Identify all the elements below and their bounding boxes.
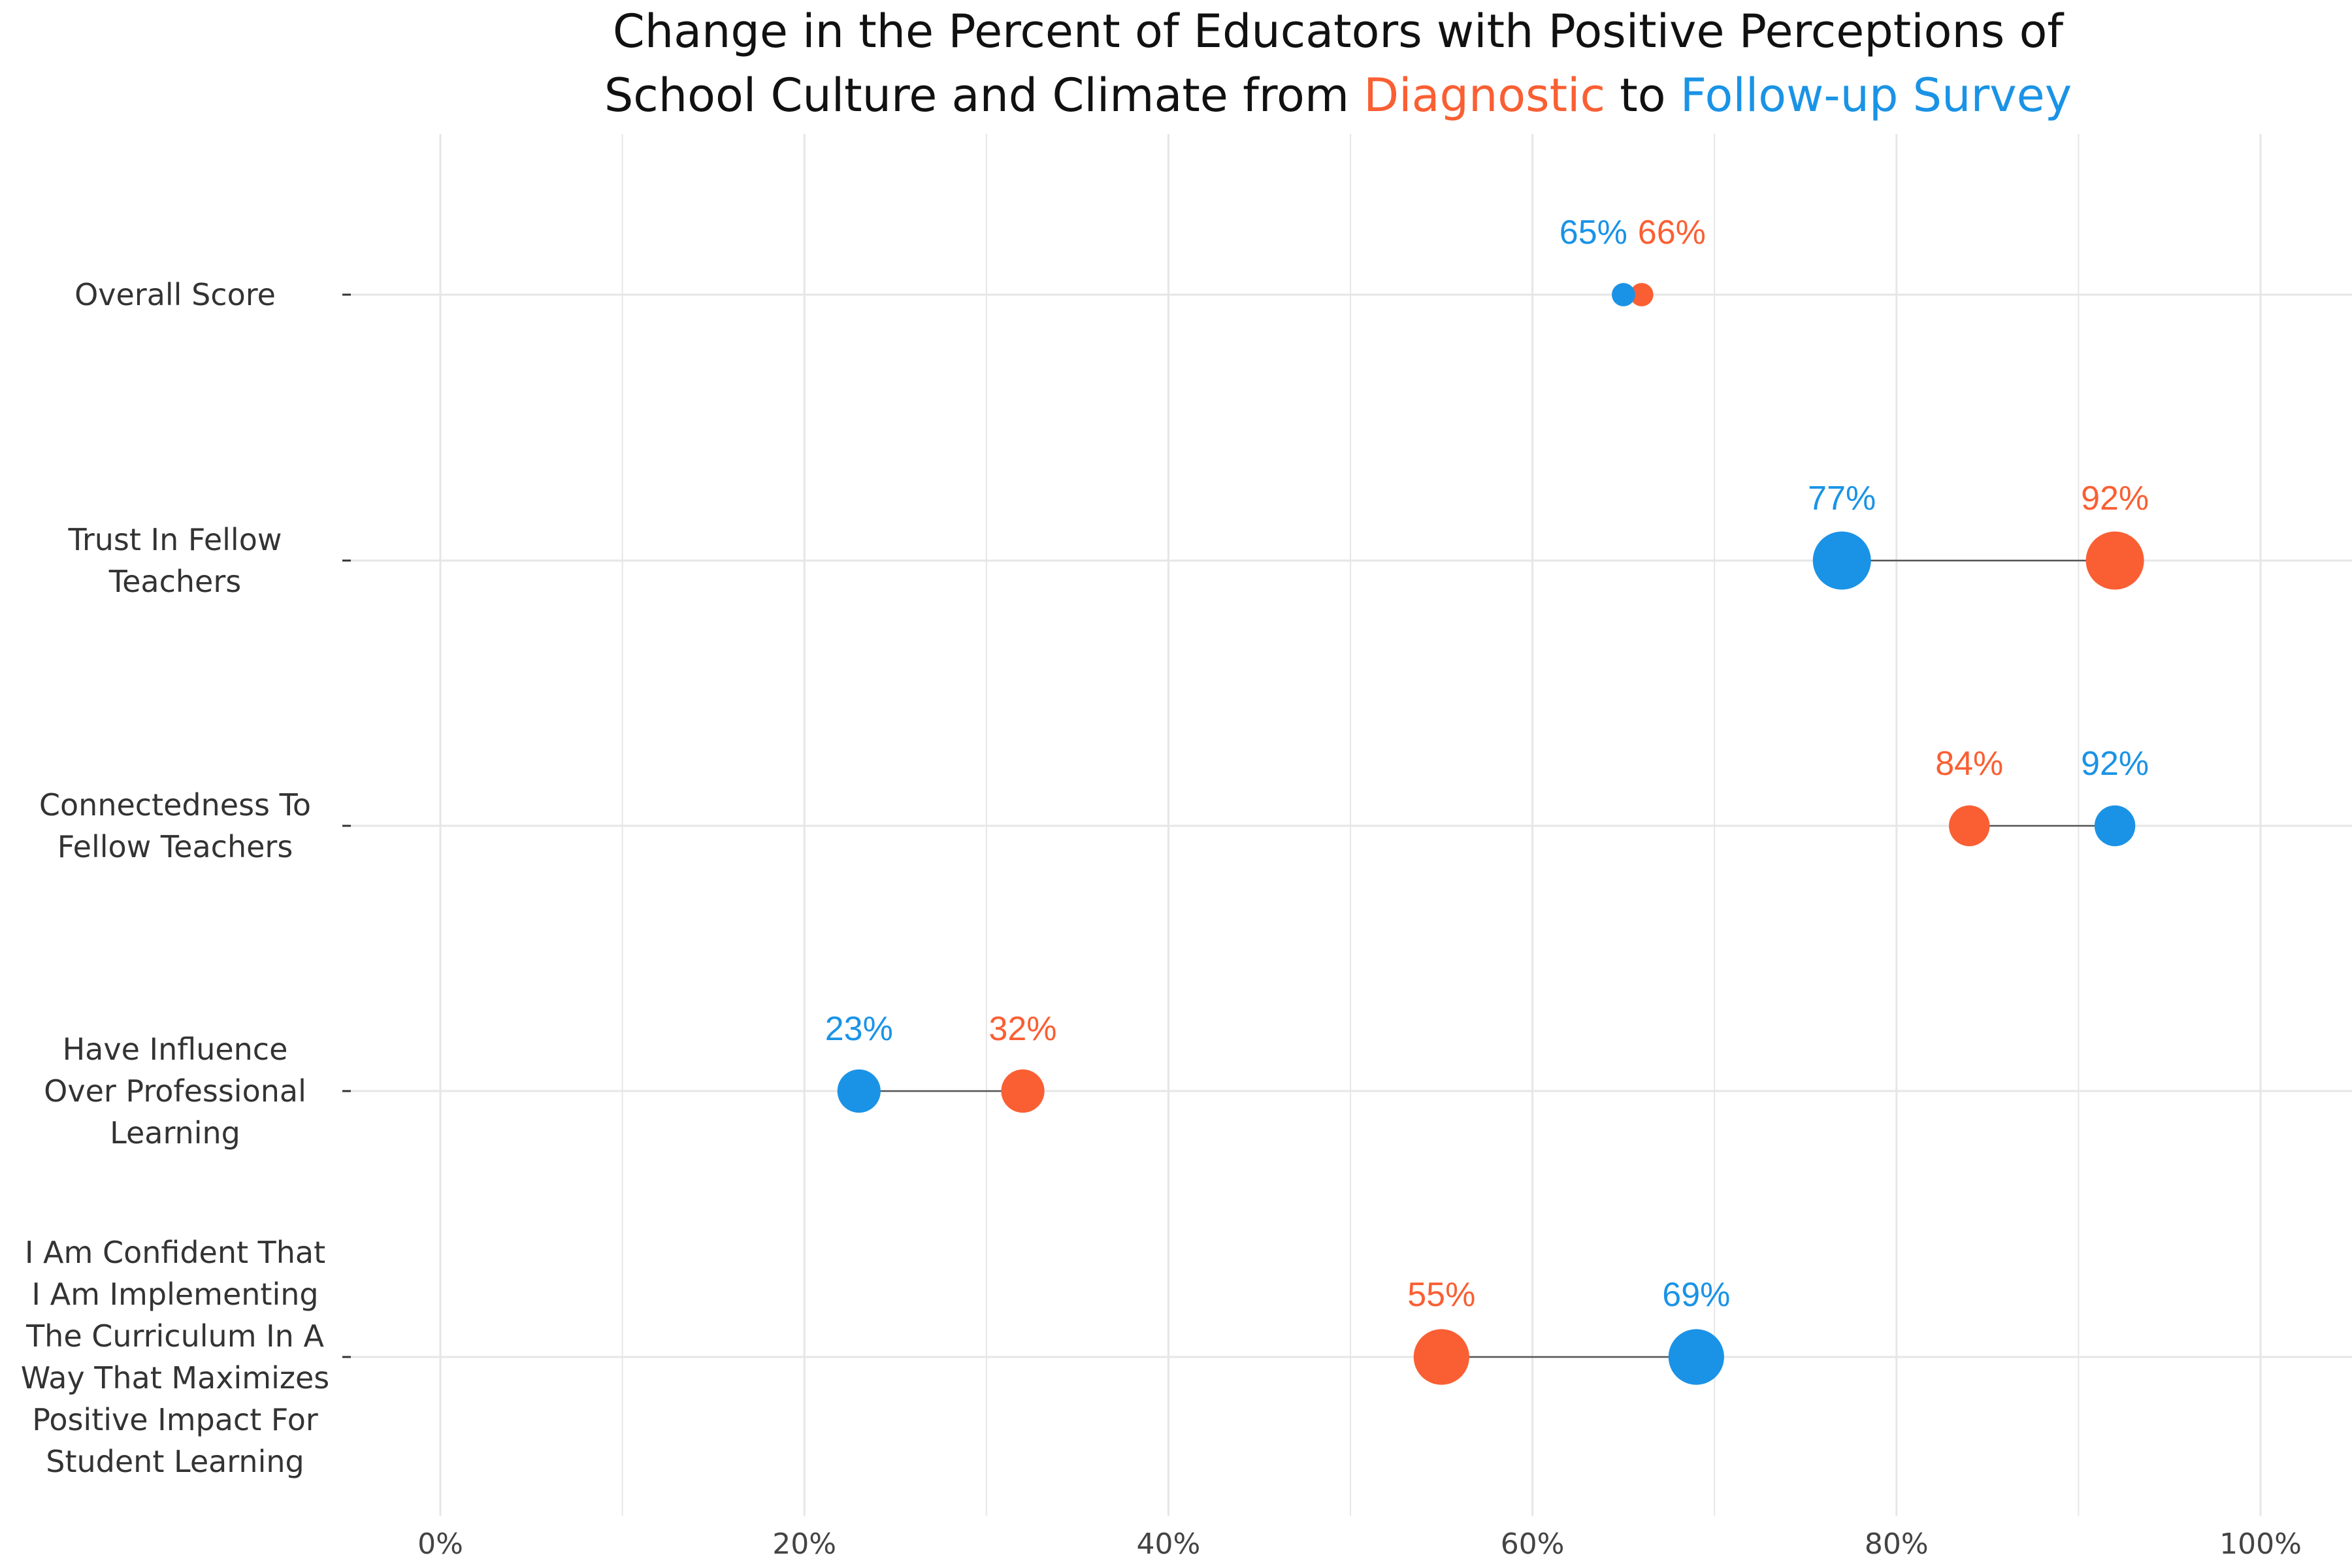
category-label-line: Learning bbox=[110, 1115, 240, 1151]
followup-point bbox=[2094, 805, 2136, 847]
category-label-line: Have Influence bbox=[63, 1032, 288, 1067]
y-axis: Overall Score Trust In Fellow Teachers Conn… bbox=[21, 277, 351, 1479]
diagnostic-value-label: 55% bbox=[1407, 1276, 1475, 1314]
diagnostic-point bbox=[1001, 1069, 1045, 1113]
x-tick-label: 100% bbox=[2219, 1527, 2302, 1561]
diagnostic-value-label: 66% bbox=[1638, 214, 1706, 252]
diagnostic-value-label: 92% bbox=[2081, 480, 2149, 517]
followup-point bbox=[1668, 1329, 1724, 1385]
category-label-line: Way That Maximizes bbox=[21, 1360, 330, 1396]
followup-value-label: 65% bbox=[1560, 214, 1627, 252]
title-diagnostic-word: Diagnostic bbox=[1364, 69, 1605, 122]
category-label-line: The Curriculum In A bbox=[25, 1318, 324, 1354]
x-tick-label: 80% bbox=[1865, 1527, 1929, 1561]
diagnostic-value-label: 32% bbox=[988, 1010, 1056, 1048]
diagnostic-point bbox=[1413, 1329, 1469, 1385]
title-followup-word: Follow-up Survey bbox=[1680, 69, 2072, 122]
x-tick-label: 40% bbox=[1137, 1527, 1201, 1561]
category-label-line: Fellow Teachers bbox=[57, 829, 293, 864]
followup-point bbox=[1812, 531, 1871, 590]
category-label: Connectedness To Fellow Teachers bbox=[39, 787, 311, 864]
category-label-line: I Am Confident That bbox=[25, 1235, 325, 1270]
category-label: Trust In Fellow Teachers bbox=[68, 522, 282, 599]
category-label: I Am Confident That I Am Implementing The … bbox=[21, 1235, 330, 1479]
category-label-line: Over Professional bbox=[44, 1073, 306, 1109]
category-label-line: I Am Implementing bbox=[31, 1277, 318, 1312]
category-label: Have Influence Over Professional Learning bbox=[44, 1032, 306, 1151]
diagnostic-point bbox=[2085, 531, 2144, 590]
followup-value-label: 69% bbox=[1662, 1276, 1730, 1314]
diagnostic-point bbox=[1949, 805, 1990, 847]
title-line-2-prefix: School Culture and Climate from bbox=[604, 69, 1364, 122]
category-label-line: Student Learning bbox=[46, 1444, 304, 1479]
data-marks: 66% 65% 92% 77% 84% 92% 32% 23% 55% 69% bbox=[825, 214, 2149, 1385]
followup-point bbox=[837, 1069, 881, 1113]
followup-value-label: 92% bbox=[2081, 745, 2149, 783]
title-connector: to bbox=[1605, 69, 1680, 122]
category-label-line: Overall Score bbox=[74, 277, 276, 312]
followup-value-label: 77% bbox=[1808, 480, 1876, 517]
diagnostic-value-label: 84% bbox=[1935, 745, 2003, 783]
diagnostic-point bbox=[1629, 283, 1654, 306]
category-label-line: Teachers bbox=[108, 564, 241, 599]
followup-value-label: 23% bbox=[825, 1010, 893, 1048]
category-label-line: Positive Impact For bbox=[32, 1402, 318, 1437]
grid bbox=[344, 134, 2352, 1516]
category-label-line: Trust In Fellow bbox=[68, 522, 282, 557]
chart-title-line-1: Change in the Percent of Educators with … bbox=[613, 5, 2064, 58]
category-label-line: Connectedness To bbox=[39, 787, 311, 823]
x-tick-label: 20% bbox=[772, 1527, 836, 1561]
x-tick-label: 0% bbox=[417, 1527, 463, 1561]
x-axis: 0% 20% 40% 60% 80% 100% bbox=[417, 1527, 2302, 1561]
x-tick-label: 60% bbox=[1501, 1527, 1565, 1561]
followup-point bbox=[1612, 283, 1635, 306]
chart-title-line-2: School Culture and Climate from Diagnost… bbox=[604, 69, 2072, 122]
category-label: Overall Score bbox=[74, 277, 276, 312]
